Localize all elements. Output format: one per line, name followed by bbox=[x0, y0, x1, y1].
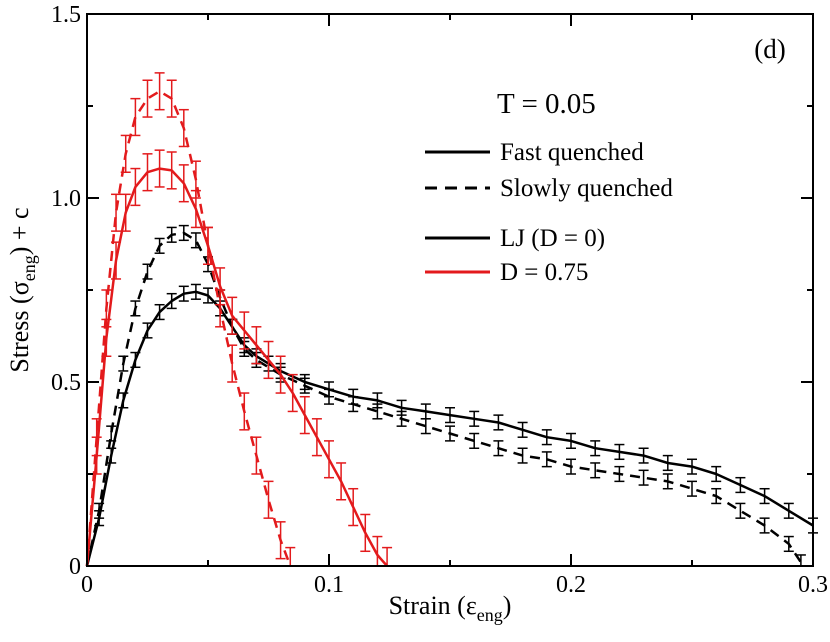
y-tick-label: 1.0 bbox=[51, 186, 81, 212]
series-0 bbox=[85, 283, 818, 567]
y-tick-label: 1.5 bbox=[51, 2, 81, 28]
series-line bbox=[85, 231, 802, 567]
x-tick-label: 0.1 bbox=[314, 572, 344, 598]
series-2 bbox=[85, 149, 393, 567]
legend-label-d075: D = 0.75 bbox=[500, 259, 588, 286]
y-tick-label: 0.5 bbox=[51, 370, 81, 396]
x-axis-label: Strain (εeng) bbox=[389, 591, 512, 625]
series-line bbox=[85, 90, 292, 567]
data-layer bbox=[85, 72, 818, 567]
legend-label-lj: LJ (D = 0) bbox=[500, 225, 605, 252]
legend-label-fast-quenched: Fast quenched bbox=[500, 139, 644, 166]
x-tick-label: 0.3 bbox=[798, 572, 828, 598]
panel-label: (d) bbox=[754, 34, 785, 64]
x-tick-label: 0 bbox=[81, 572, 93, 598]
chart-title: T = 0.05 bbox=[497, 88, 596, 120]
axis-ticks bbox=[86, 13, 814, 567]
y-axis-label: Stress (σeng) + c bbox=[5, 207, 39, 372]
series-3 bbox=[85, 72, 296, 567]
y-tick-label: 0 bbox=[69, 554, 81, 580]
series-1 bbox=[85, 224, 806, 567]
legend: Fast quenched Slowly quenched LJ (D = 0)… bbox=[425, 139, 673, 286]
legend-label-slowly-quenched: Slowly quenched bbox=[500, 175, 673, 202]
x-tick-label: 0.2 bbox=[556, 572, 586, 598]
